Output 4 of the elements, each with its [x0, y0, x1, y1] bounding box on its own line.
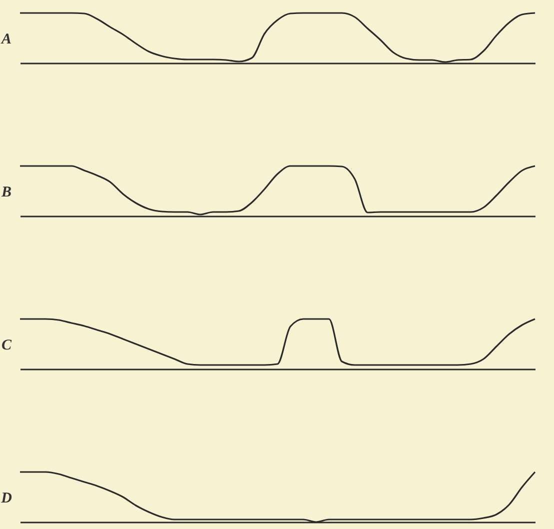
y-axis-title: D	[0, 490, 12, 506]
y-axis-title: B	[0, 184, 12, 200]
y-axis-title: A	[0, 32, 12, 48]
y-axis-title: C	[1, 338, 12, 354]
